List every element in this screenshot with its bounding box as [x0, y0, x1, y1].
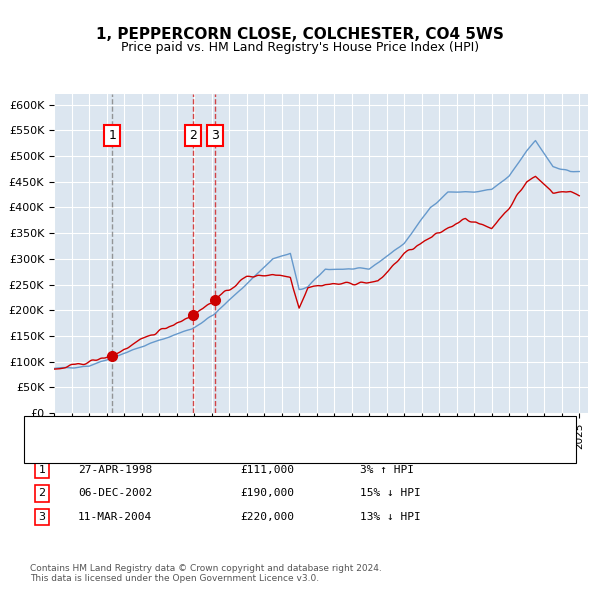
Text: 3: 3 [211, 129, 219, 142]
Text: 2: 2 [189, 129, 197, 142]
Text: 2: 2 [38, 489, 46, 498]
Text: 1, PEPPERCORN CLOSE, COLCHESTER, CO4 5WS (detached house): 1, PEPPERCORN CLOSE, COLCHESTER, CO4 5WS… [84, 417, 455, 427]
Text: 06-DEC-2002: 06-DEC-2002 [78, 489, 152, 498]
Text: 27-APR-1998: 27-APR-1998 [78, 465, 152, 474]
Text: Price paid vs. HM Land Registry's House Price Index (HPI): Price paid vs. HM Land Registry's House … [121, 41, 479, 54]
Text: 1, PEPPERCORN CLOSE, COLCHESTER, CO4 5WS: 1, PEPPERCORN CLOSE, COLCHESTER, CO4 5WS [96, 27, 504, 41]
Text: 3% ↑ HPI: 3% ↑ HPI [360, 465, 414, 474]
Text: 15% ↓ HPI: 15% ↓ HPI [360, 489, 421, 498]
Text: 11-MAR-2004: 11-MAR-2004 [78, 512, 152, 522]
Text: £111,000: £111,000 [240, 465, 294, 474]
Text: £190,000: £190,000 [240, 489, 294, 498]
Text: 3: 3 [38, 512, 46, 522]
Text: £220,000: £220,000 [240, 512, 294, 522]
Text: Contains HM Land Registry data © Crown copyright and database right 2024.
This d: Contains HM Land Registry data © Crown c… [30, 563, 382, 583]
Text: HPI: Average price, detached house, Colchester: HPI: Average price, detached house, Colc… [84, 441, 350, 450]
Text: 1: 1 [38, 465, 46, 474]
Text: 1: 1 [108, 129, 116, 142]
Text: 13% ↓ HPI: 13% ↓ HPI [360, 512, 421, 522]
